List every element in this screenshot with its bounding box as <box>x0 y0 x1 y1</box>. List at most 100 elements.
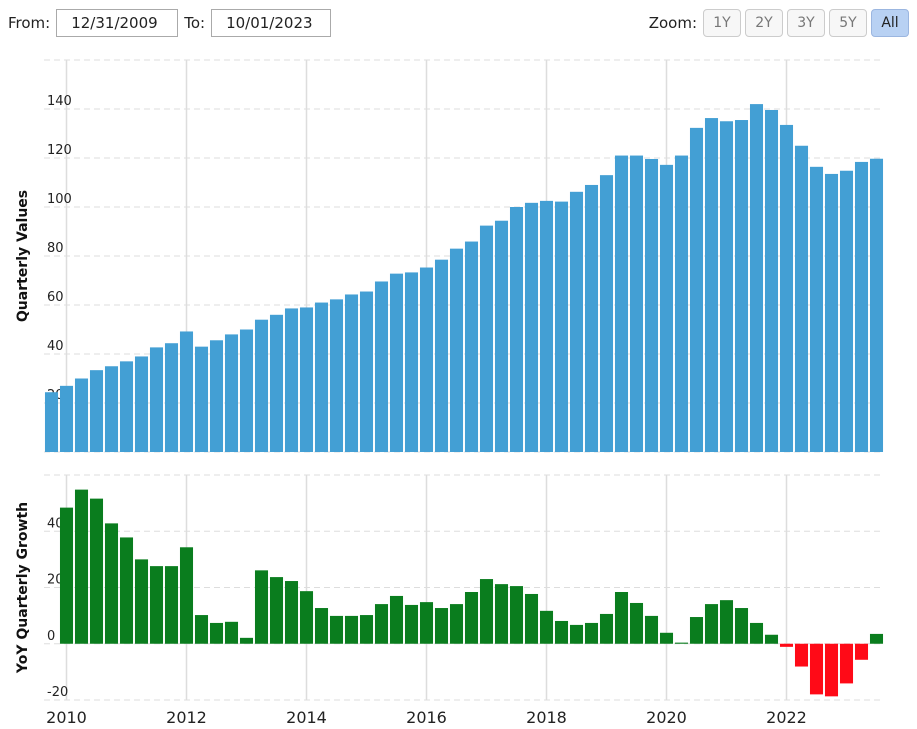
bar <box>659 632 674 644</box>
zoom-button[interactable]: 2Y <box>745 9 783 37</box>
bar <box>734 120 749 453</box>
y-tick-label: 140 <box>47 94 72 109</box>
bar <box>479 225 494 452</box>
bar <box>359 291 374 452</box>
bar <box>554 201 569 452</box>
y-axis-title: YoY Quarterly Growth <box>15 502 31 674</box>
bar <box>404 604 419 644</box>
bar <box>74 378 89 452</box>
zoom-button[interactable]: All <box>871 9 909 37</box>
y-tick-label: 80 <box>47 241 64 256</box>
x-tick-label: 2022 <box>766 708 807 727</box>
bar <box>629 602 644 644</box>
y-tick-label: 60 <box>47 290 64 305</box>
bar <box>464 592 479 644</box>
bar <box>554 620 569 644</box>
bar <box>344 294 359 452</box>
bar <box>869 158 884 453</box>
bar <box>704 118 719 452</box>
y-tick-label: 40 <box>47 339 64 354</box>
to-input[interactable]: 10/01/2023 <box>211 9 332 37</box>
bar <box>134 356 149 452</box>
date-range: From: 12/31/2009 To: 10/01/2023 <box>8 8 337 38</box>
bar <box>599 175 614 452</box>
bar <box>794 145 809 452</box>
y-tick-label: 0 <box>47 629 55 644</box>
bar <box>734 608 749 644</box>
bar <box>89 498 104 644</box>
bar <box>719 121 734 452</box>
y-tick-label: 20 <box>47 388 64 403</box>
zoom-button[interactable]: 5Y <box>829 9 867 37</box>
bar <box>209 622 224 644</box>
bar <box>104 523 119 644</box>
y-tick-label: 100 <box>47 192 72 207</box>
bar <box>299 307 314 452</box>
bar <box>539 200 554 452</box>
bar <box>614 155 629 453</box>
y-tick-label: 40 <box>47 516 64 531</box>
bar <box>569 191 584 452</box>
y-tick-label: 20 <box>47 573 64 588</box>
bar <box>524 202 539 452</box>
bar <box>449 248 464 452</box>
bar <box>824 173 839 453</box>
bar <box>764 634 779 644</box>
from-label: From: <box>8 14 51 32</box>
zoom-button[interactable]: 3Y <box>787 9 825 37</box>
bar <box>209 340 224 452</box>
zoom-controls: Zoom: 1Y 2Y 3Y 5Y All <box>649 8 909 38</box>
bar <box>764 109 779 452</box>
bar <box>374 281 389 452</box>
bar <box>119 361 134 452</box>
bar <box>494 584 509 644</box>
y-tick-label: 120 <box>47 143 72 158</box>
bar <box>269 577 284 644</box>
bar <box>584 184 599 452</box>
bar <box>149 566 164 644</box>
bar <box>569 624 584 644</box>
bar <box>674 642 689 644</box>
bar <box>584 622 599 644</box>
bar <box>194 346 209 452</box>
bar <box>239 329 254 452</box>
bar <box>179 547 194 644</box>
x-tick-label: 2014 <box>286 708 327 727</box>
bar <box>509 207 524 452</box>
zoom-label: Zoom: <box>648 14 697 32</box>
bar <box>869 633 884 644</box>
bar <box>59 507 74 644</box>
bar <box>374 604 389 644</box>
bar <box>149 347 164 452</box>
bar <box>854 161 869 453</box>
bar <box>404 272 419 452</box>
bar <box>839 643 854 684</box>
x-tick-label: 2010 <box>46 708 87 727</box>
bar <box>254 570 269 644</box>
bar <box>164 566 179 644</box>
bar <box>74 489 89 644</box>
bar <box>599 613 614 644</box>
bar <box>779 643 794 647</box>
x-tick-label: 2018 <box>526 708 567 727</box>
bar <box>464 241 479 452</box>
to-label: To: <box>184 14 206 32</box>
bar <box>434 608 449 644</box>
bar <box>134 559 149 644</box>
bar <box>644 158 659 453</box>
bar <box>494 220 509 452</box>
bar <box>314 302 329 452</box>
bar <box>419 267 434 452</box>
bar <box>59 385 74 452</box>
bar <box>299 591 314 644</box>
zoom-button[interactable]: 1Y <box>703 9 741 37</box>
bar <box>854 643 869 660</box>
bar <box>314 608 329 644</box>
bar <box>104 366 119 452</box>
bar <box>194 615 209 644</box>
bar <box>839 170 854 453</box>
from-input[interactable]: 12/31/2009 <box>56 9 179 37</box>
bar <box>479 579 494 644</box>
